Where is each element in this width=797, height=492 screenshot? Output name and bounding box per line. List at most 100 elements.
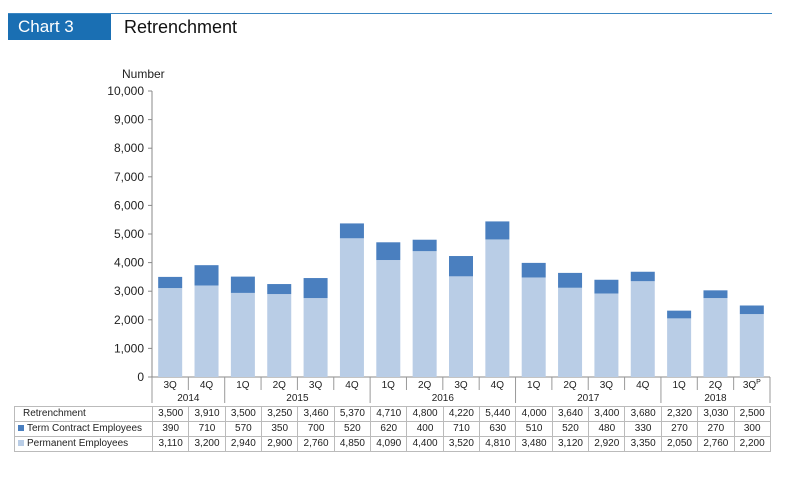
- table-cell: 3,460: [297, 406, 335, 422]
- row-label-text: Permanent Employees: [27, 438, 129, 449]
- y-tick-label: 6,000: [114, 198, 144, 212]
- table-cell: 2,200: [733, 436, 771, 452]
- row-label-text: Retrenchment: [23, 408, 86, 419]
- bar-permanent: [376, 260, 401, 377]
- x-category-label: 1Q: [236, 380, 250, 391]
- table-cell: 710: [188, 421, 226, 437]
- table-cell: 480: [588, 421, 626, 437]
- table-cell: 3,110: [151, 436, 190, 452]
- y-tick-label: 9,000: [114, 113, 144, 127]
- table-cell: 2,940: [224, 436, 263, 452]
- x-year-label: 2017: [577, 393, 600, 404]
- bar-permanent: [230, 292, 255, 377]
- table-cell: 5,440: [479, 406, 517, 422]
- y-tick-label: 2,000: [114, 313, 144, 327]
- x-category-label: 4Q: [636, 380, 650, 391]
- table-cell: 630: [479, 421, 517, 437]
- x-year-label: 2015: [286, 393, 309, 404]
- bar-term-contract: [558, 272, 583, 288]
- table-row-label: Retrenchment: [14, 406, 153, 422]
- bar-permanent: [303, 298, 328, 377]
- x-year-label: 2018: [704, 393, 727, 404]
- table-cell: 3,910: [188, 406, 226, 422]
- bar-term-contract: [521, 262, 546, 278]
- y-tick-label: 1,000: [114, 341, 144, 355]
- table-cell: 330: [624, 421, 662, 437]
- table-cell: 4,220: [442, 406, 481, 422]
- bar-term-contract: [630, 271, 655, 282]
- y-tick-label: 3,000: [114, 284, 144, 298]
- table-cell: 270: [660, 421, 699, 437]
- table-cell: 3,480: [515, 436, 553, 452]
- bar-permanent: [703, 298, 728, 377]
- bar-term-contract: [230, 276, 255, 293]
- bar-term-contract: [703, 290, 728, 299]
- x-category-label: 2Q: [563, 380, 577, 391]
- table-cell: 4,710: [370, 406, 408, 422]
- table-cell: 3,500: [224, 406, 263, 422]
- table-row: Permanent Employees 3,110 3,200 2,940 2,900 2…: [14, 436, 771, 452]
- bar-term-contract: [594, 279, 619, 294]
- bar-term-contract: [667, 310, 692, 319]
- table-cell: 700: [297, 421, 335, 437]
- bar-permanent: [521, 277, 546, 377]
- table-cell: 3,640: [551, 406, 590, 422]
- bar-permanent: [412, 251, 437, 377]
- table-cell: 520: [551, 421, 590, 437]
- table-cell: 3,520: [442, 436, 481, 452]
- bar-term-contract: [412, 239, 437, 252]
- bar-permanent: [485, 239, 510, 377]
- x-category-label: 3Q: [454, 380, 468, 391]
- bar-term-contract: [158, 276, 183, 289]
- bar-permanent: [194, 285, 219, 377]
- x-category-label: 2Q: [418, 380, 432, 391]
- bar-term-contract: [194, 265, 219, 286]
- table-cell: 570: [224, 421, 263, 437]
- table-cell: 2,760: [297, 436, 335, 452]
- bar-term-contract: [449, 256, 473, 277]
- data-table: Retrenchment 3,500 3,910 3,500 3,250 3,460 5,3…: [14, 406, 771, 452]
- table-row-label: Term Contract Employees: [14, 421, 153, 437]
- table-cell: 4,090: [370, 436, 408, 452]
- table-cell: 4,000: [515, 406, 553, 422]
- bar-term-contract: [267, 284, 292, 295]
- x-category-label: 1Q: [527, 380, 541, 391]
- chart-number-badge: Chart 3: [8, 14, 111, 40]
- bar-term-contract: [339, 223, 364, 239]
- y-axis-label: Number: [122, 67, 165, 81]
- bar-chart: Number 0 1,000 2,000 3,000 4,000 5,000 6,000 7,0…: [107, 67, 771, 404]
- x-category-label: 3QP: [743, 379, 761, 391]
- bar-permanent: [739, 314, 764, 377]
- table-cell: 2,900: [261, 436, 299, 452]
- table-row: Retrenchment 3,500 3,910 3,500 3,250 3,460 5,3…: [14, 406, 771, 422]
- bar-term-contract: [376, 242, 401, 261]
- table-cell: 2,920: [588, 436, 626, 452]
- table-row-label: Permanent Employees: [14, 436, 153, 452]
- table-cell: 2,500: [733, 406, 771, 422]
- x-year-label: 2016: [432, 393, 455, 404]
- y-tick-label: 5,000: [114, 227, 144, 241]
- table-cell: 270: [697, 421, 735, 437]
- x-category-label: 3Q: [309, 380, 323, 391]
- table-cell: 3,680: [624, 406, 662, 422]
- bar-term-contract: [739, 305, 764, 315]
- bar-permanent: [449, 276, 473, 377]
- table-cell: 3,030: [697, 406, 735, 422]
- table-cell: 300: [733, 421, 771, 437]
- table-cell: 2,050: [660, 436, 699, 452]
- x-category-label: 3Q: [164, 380, 178, 391]
- x-category-label: 4Q: [345, 380, 359, 391]
- y-tick-label: 0: [137, 370, 144, 384]
- table-cell: 710: [442, 421, 481, 437]
- bar-permanent: [158, 288, 183, 377]
- x-category-label: 1Q: [672, 380, 686, 391]
- bar-term-contract: [303, 278, 328, 299]
- table-cell: 5,370: [333, 406, 372, 422]
- table-row: Term Contract Employees 390 710 570 350 700 52…: [14, 421, 771, 437]
- table-cell: 350: [261, 421, 299, 437]
- bar-permanent: [630, 281, 655, 377]
- bar-permanent: [594, 293, 619, 377]
- table-cell: 3,350: [624, 436, 662, 452]
- chart-title: Retrenchment: [124, 17, 238, 37]
- table-cell: 3,400: [588, 406, 626, 422]
